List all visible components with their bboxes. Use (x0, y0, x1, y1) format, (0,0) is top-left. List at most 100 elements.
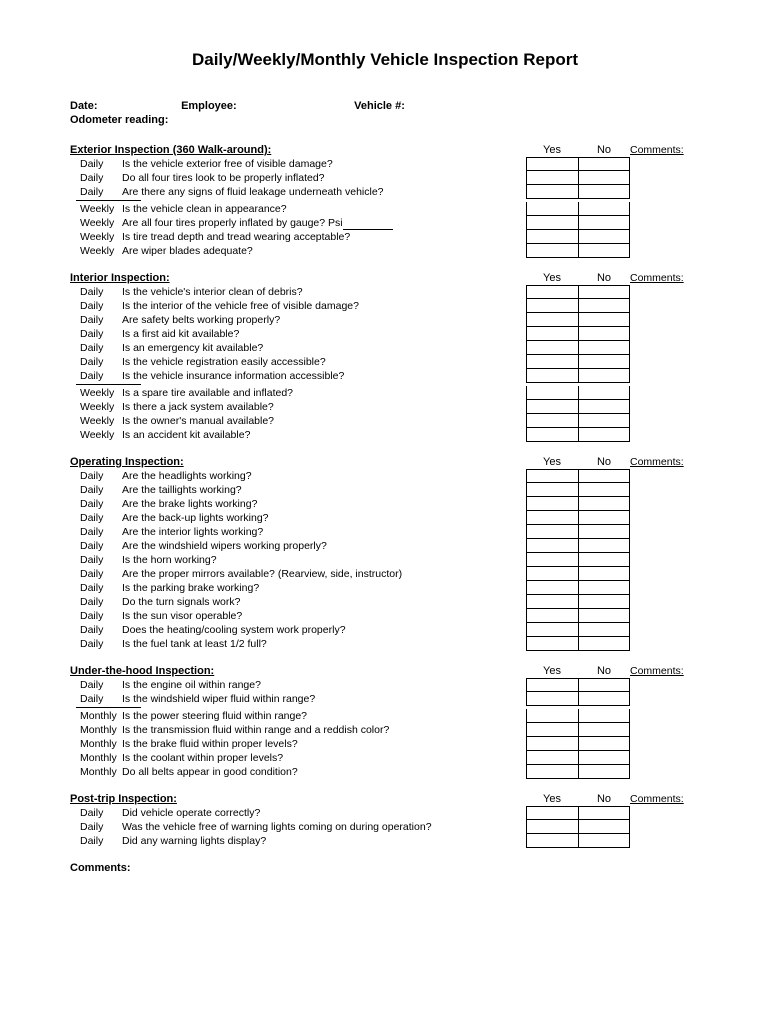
no-checkbox[interactable] (578, 511, 630, 525)
comments-cell[interactable] (630, 355, 700, 369)
no-checkbox[interactable] (578, 525, 630, 539)
yes-checkbox[interactable] (526, 723, 578, 737)
yes-checkbox[interactable] (526, 171, 578, 185)
yes-checkbox[interactable] (526, 567, 578, 581)
no-checkbox[interactable] (578, 553, 630, 567)
no-checkbox[interactable] (578, 709, 630, 723)
no-checkbox[interactable] (578, 497, 630, 511)
comments-cell[interactable] (630, 678, 700, 692)
yes-checkbox[interactable] (526, 539, 578, 553)
no-checkbox[interactable] (578, 806, 630, 820)
comments-cell[interactable] (630, 567, 700, 581)
comments-cell[interactable] (630, 834, 700, 848)
no-checkbox[interactable] (578, 723, 630, 737)
no-checkbox[interactable] (578, 313, 630, 327)
comments-cell[interactable] (630, 414, 700, 428)
comments-cell[interactable] (630, 313, 700, 327)
yes-checkbox[interactable] (526, 751, 578, 765)
yes-checkbox[interactable] (526, 637, 578, 651)
yes-checkbox[interactable] (526, 623, 578, 637)
no-checkbox[interactable] (578, 244, 630, 258)
comments-cell[interactable] (630, 709, 700, 723)
no-checkbox[interactable] (578, 428, 630, 442)
no-checkbox[interactable] (578, 327, 630, 341)
comments-cell[interactable] (630, 469, 700, 483)
yes-checkbox[interactable] (526, 230, 578, 244)
no-checkbox[interactable] (578, 678, 630, 692)
no-checkbox[interactable] (578, 285, 630, 299)
no-checkbox[interactable] (578, 623, 630, 637)
no-checkbox[interactable] (578, 400, 630, 414)
comments-cell[interactable] (630, 692, 700, 706)
comments-cell[interactable] (630, 820, 700, 834)
yes-checkbox[interactable] (526, 157, 578, 171)
no-checkbox[interactable] (578, 230, 630, 244)
yes-checkbox[interactable] (526, 386, 578, 400)
no-checkbox[interactable] (578, 369, 630, 383)
comments-cell[interactable] (630, 737, 700, 751)
no-checkbox[interactable] (578, 299, 630, 313)
comments-cell[interactable] (630, 230, 700, 244)
comments-cell[interactable] (630, 369, 700, 383)
yes-checkbox[interactable] (526, 299, 578, 313)
comments-cell[interactable] (630, 723, 700, 737)
comments-cell[interactable] (630, 497, 700, 511)
comments-cell[interactable] (630, 581, 700, 595)
comments-cell[interactable] (630, 285, 700, 299)
comments-cell[interactable] (630, 539, 700, 553)
yes-checkbox[interactable] (526, 202, 578, 216)
yes-checkbox[interactable] (526, 553, 578, 567)
no-checkbox[interactable] (578, 609, 630, 623)
yes-checkbox[interactable] (526, 483, 578, 497)
yes-checkbox[interactable] (526, 806, 578, 820)
no-checkbox[interactable] (578, 765, 630, 779)
yes-checkbox[interactable] (526, 414, 578, 428)
no-checkbox[interactable] (578, 216, 630, 230)
comments-cell[interactable] (630, 751, 700, 765)
yes-checkbox[interactable] (526, 737, 578, 751)
no-checkbox[interactable] (578, 581, 630, 595)
yes-checkbox[interactable] (526, 369, 578, 383)
yes-checkbox[interactable] (526, 678, 578, 692)
comments-cell[interactable] (630, 341, 700, 355)
yes-checkbox[interactable] (526, 313, 578, 327)
no-checkbox[interactable] (578, 483, 630, 497)
no-checkbox[interactable] (578, 157, 630, 171)
no-checkbox[interactable] (578, 737, 630, 751)
yes-checkbox[interactable] (526, 709, 578, 723)
comments-cell[interactable] (630, 400, 700, 414)
yes-checkbox[interactable] (526, 285, 578, 299)
comments-cell[interactable] (630, 595, 700, 609)
yes-checkbox[interactable] (526, 511, 578, 525)
comments-cell[interactable] (630, 623, 700, 637)
yes-checkbox[interactable] (526, 595, 578, 609)
yes-checkbox[interactable] (526, 581, 578, 595)
comments-cell[interactable] (630, 386, 700, 400)
no-checkbox[interactable] (578, 567, 630, 581)
yes-checkbox[interactable] (526, 609, 578, 623)
no-checkbox[interactable] (578, 539, 630, 553)
yes-checkbox[interactable] (526, 185, 578, 199)
yes-checkbox[interactable] (526, 400, 578, 414)
no-checkbox[interactable] (578, 341, 630, 355)
yes-checkbox[interactable] (526, 820, 578, 834)
no-checkbox[interactable] (578, 595, 630, 609)
no-checkbox[interactable] (578, 820, 630, 834)
comments-cell[interactable] (630, 553, 700, 567)
comments-cell[interactable] (630, 511, 700, 525)
no-checkbox[interactable] (578, 355, 630, 369)
comments-cell[interactable] (630, 216, 700, 230)
yes-checkbox[interactable] (526, 244, 578, 258)
no-checkbox[interactable] (578, 414, 630, 428)
yes-checkbox[interactable] (526, 765, 578, 779)
comments-cell[interactable] (630, 637, 700, 651)
no-checkbox[interactable] (578, 834, 630, 848)
comments-cell[interactable] (630, 428, 700, 442)
comments-cell[interactable] (630, 171, 700, 185)
yes-checkbox[interactable] (526, 327, 578, 341)
no-checkbox[interactable] (578, 202, 630, 216)
no-checkbox[interactable] (578, 751, 630, 765)
comments-cell[interactable] (630, 202, 700, 216)
no-checkbox[interactable] (578, 171, 630, 185)
comments-cell[interactable] (630, 299, 700, 313)
